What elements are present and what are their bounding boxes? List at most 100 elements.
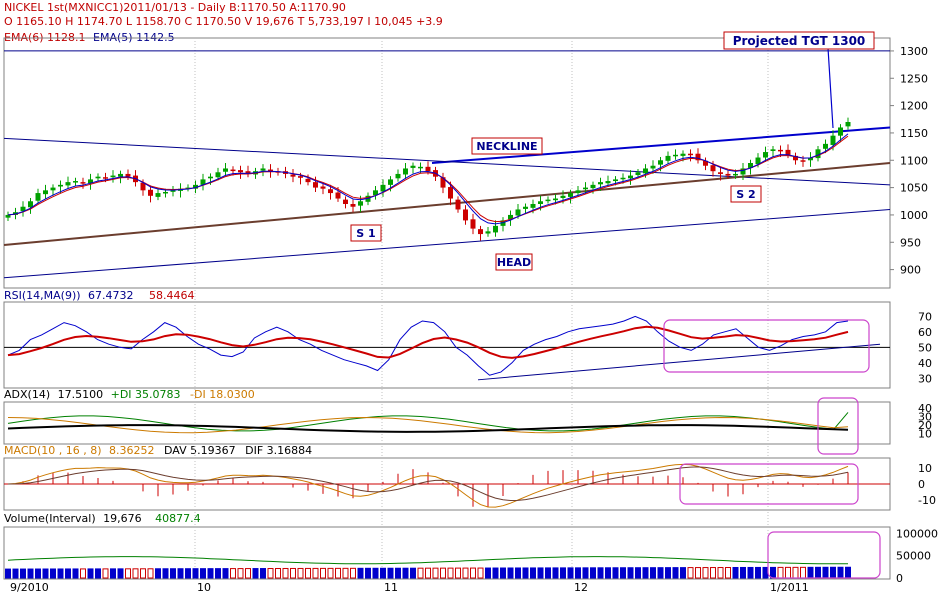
volume-tick-label: 100000 bbox=[896, 527, 938, 540]
volume-bar bbox=[837, 566, 844, 579]
volume-bar bbox=[20, 568, 26, 579]
volume-bar bbox=[845, 566, 851, 579]
rsi-ma-line bbox=[7, 325, 849, 359]
candle-body bbox=[845, 122, 851, 127]
candle-body bbox=[313, 182, 318, 188]
volume-bar bbox=[365, 567, 371, 579]
x-axis-label: 1/2011 bbox=[770, 581, 809, 594]
volume-tick-label: 50000 bbox=[896, 550, 931, 563]
plus-di-value: +DI 35.0783 bbox=[110, 388, 181, 401]
volume-bar bbox=[507, 567, 514, 579]
volume-bar bbox=[822, 566, 829, 579]
volume-bar bbox=[147, 568, 154, 579]
volume-bar bbox=[740, 566, 746, 579]
minus-di-value: -DI 18.0300 bbox=[190, 388, 255, 401]
volume-bar bbox=[387, 567, 394, 579]
volume-bar bbox=[117, 568, 124, 579]
candle-body bbox=[230, 169, 236, 172]
volume-bar bbox=[260, 568, 266, 579]
volume-value-b: 40877.4 bbox=[155, 512, 201, 525]
candle-body bbox=[830, 135, 836, 145]
volume-bar bbox=[530, 567, 536, 579]
volume-bar bbox=[590, 567, 596, 579]
volume-bar bbox=[170, 568, 176, 579]
candle-body bbox=[223, 168, 228, 172]
volume-bar bbox=[515, 567, 521, 579]
candle-body bbox=[380, 184, 386, 192]
volume-bar bbox=[290, 567, 296, 579]
volume-bar bbox=[770, 566, 776, 579]
candle-body bbox=[470, 219, 476, 229]
volume-bar bbox=[477, 567, 484, 579]
candle-body bbox=[695, 153, 701, 161]
candle-body bbox=[508, 214, 513, 220]
candle-body bbox=[643, 168, 648, 174]
candle-body bbox=[440, 177, 446, 188]
candle-body bbox=[238, 170, 243, 173]
adx-value: 17.5100 bbox=[57, 388, 104, 401]
candle-body bbox=[463, 209, 468, 221]
volume-bar bbox=[27, 568, 34, 579]
volume-bar bbox=[320, 567, 326, 579]
candle-body bbox=[425, 166, 431, 172]
candle-body bbox=[5, 214, 11, 218]
volume-bar bbox=[425, 567, 431, 579]
price-tick-label: 1000 bbox=[900, 209, 928, 222]
candle-body bbox=[793, 155, 798, 161]
volume-bar bbox=[462, 567, 469, 579]
volume-bar bbox=[237, 568, 244, 579]
candle-body bbox=[740, 168, 746, 175]
x-axis-label: 12 bbox=[574, 581, 588, 594]
macd-tick-label: 0 bbox=[918, 478, 925, 491]
macd-dav: DAV 5.19367 bbox=[164, 444, 236, 457]
candle-body bbox=[328, 189, 333, 194]
price-tick-label: 1300 bbox=[900, 45, 928, 58]
candle-body bbox=[350, 204, 356, 207]
candle-body bbox=[343, 199, 348, 204]
volume-bar bbox=[372, 567, 379, 579]
volume-bar bbox=[642, 567, 649, 579]
volume-highlight-box bbox=[767, 531, 881, 579]
rsi-value-a: 67.4732 bbox=[88, 289, 134, 302]
candle-body bbox=[395, 173, 401, 179]
rsi-tick-label: 50 bbox=[918, 341, 932, 354]
volume-bar bbox=[72, 568, 79, 579]
volume-label: Volume(Interval) bbox=[4, 512, 96, 525]
candle-body bbox=[838, 127, 843, 136]
candle-body bbox=[80, 182, 86, 184]
s1-box bbox=[350, 224, 382, 242]
macd-line bbox=[7, 463, 849, 508]
adx-line bbox=[7, 424, 849, 433]
volume-bar bbox=[522, 567, 529, 579]
volume-bar bbox=[65, 568, 71, 579]
candle-body bbox=[110, 175, 116, 178]
volume-bar bbox=[695, 567, 701, 579]
candle-body bbox=[388, 179, 393, 185]
rsi-tick-label: 40 bbox=[918, 357, 932, 370]
candle-body bbox=[373, 190, 378, 196]
volume-bar bbox=[200, 568, 206, 579]
candle-body bbox=[605, 181, 611, 184]
price-tick-label: 1250 bbox=[900, 72, 928, 85]
volume-bar bbox=[597, 567, 604, 579]
volume-tick-label: 0 bbox=[896, 572, 903, 585]
volume-bar bbox=[447, 567, 454, 579]
candle-body bbox=[755, 157, 761, 165]
candle-body bbox=[808, 157, 813, 161]
volume-bar bbox=[432, 567, 439, 579]
volume-bar bbox=[192, 568, 199, 579]
candle-body bbox=[688, 153, 693, 156]
candle-body bbox=[418, 166, 423, 169]
volume-bar bbox=[185, 568, 191, 579]
volume-bar bbox=[275, 567, 281, 579]
ema5-line bbox=[7, 133, 849, 225]
candle-body bbox=[43, 190, 48, 195]
volume-bar bbox=[140, 568, 146, 579]
volume-bar bbox=[717, 567, 724, 579]
s1-label: S 1 bbox=[356, 227, 375, 240]
volume-bar bbox=[672, 567, 679, 579]
candle-body bbox=[530, 204, 536, 208]
volume-bar bbox=[500, 567, 506, 579]
price-tick-label: 1100 bbox=[900, 154, 928, 167]
